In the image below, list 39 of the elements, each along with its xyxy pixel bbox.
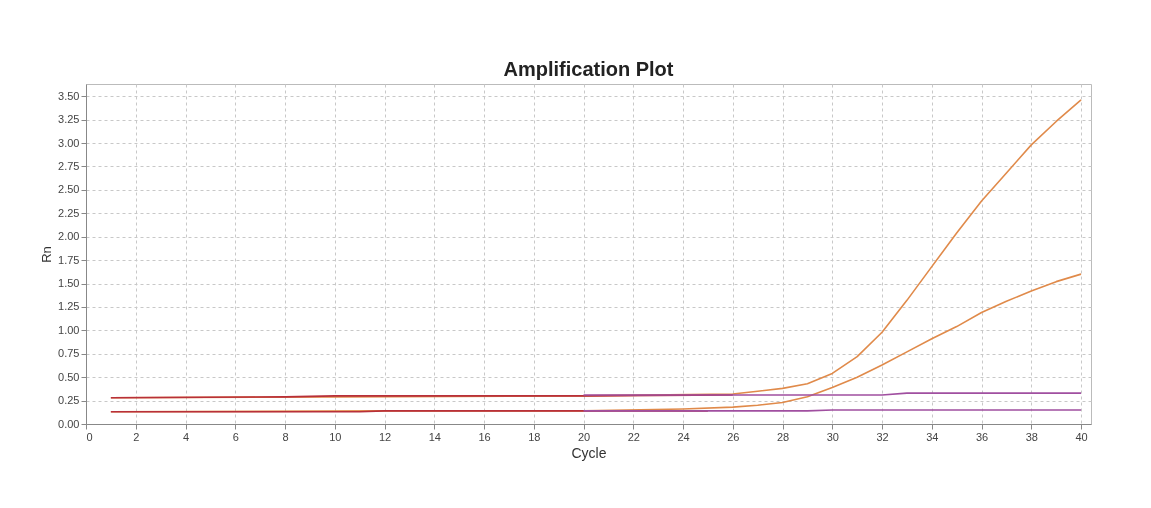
x-tick-label: 0 — [86, 430, 93, 443]
x-tick-label: 24 — [677, 430, 690, 443]
x-tick-label: 26 — [727, 430, 740, 443]
x-tick-label: 38 — [1025, 430, 1038, 443]
x-tick-label: 4 — [182, 430, 190, 443]
y-axis-title: Rn — [39, 246, 55, 263]
x-tick-label: 32 — [876, 430, 889, 443]
x-tick-label: 22 — [627, 430, 640, 443]
y-tick-label: 0.00 — [58, 417, 80, 430]
x-tick-label: 12 — [378, 430, 392, 443]
y-tick-label: 1.50 — [58, 277, 80, 289]
y-tick-label: 1.25 — [58, 300, 80, 313]
x-tick-label: 6 — [232, 430, 239, 443]
x-axis-title: Cycle — [571, 444, 607, 461]
y-tick-label: 2.75 — [58, 159, 80, 172]
chart-title: Amplification Plot — [503, 58, 674, 80]
y-tick-label: 1.75 — [58, 253, 80, 266]
x-tick-label: 10 — [329, 430, 342, 443]
y-tick-label: 3.25 — [58, 113, 80, 126]
y-tick-label: 0.50 — [58, 370, 80, 383]
y-tick-label: 2.00 — [58, 230, 80, 243]
x-tick-label: 34 — [926, 430, 939, 443]
x-tick-label: 30 — [826, 430, 839, 443]
x-tick-label: 40 — [1075, 430, 1088, 443]
y-tick-label: 2.25 — [58, 206, 80, 219]
x-tick-label: 28 — [776, 430, 790, 443]
x-tick-label: 2 — [133, 430, 140, 443]
y-tick-label: 0.75 — [58, 347, 80, 360]
y-tick-label: 0.25 — [58, 394, 80, 407]
y-tick-label: 3.00 — [58, 136, 80, 149]
x-tick-label: 16 — [478, 430, 491, 443]
x-tick-label: 20 — [577, 430, 591, 443]
y-tick-label: 1.00 — [58, 323, 80, 336]
x-tick-label: 14 — [428, 430, 441, 443]
x-tick-label: 36 — [975, 430, 989, 443]
y-tick-label: 2.50 — [58, 183, 80, 196]
y-tick-label: 3.50 — [58, 89, 80, 102]
x-tick-label: 18 — [528, 430, 541, 443]
x-tick-label: 8 — [282, 430, 289, 443]
